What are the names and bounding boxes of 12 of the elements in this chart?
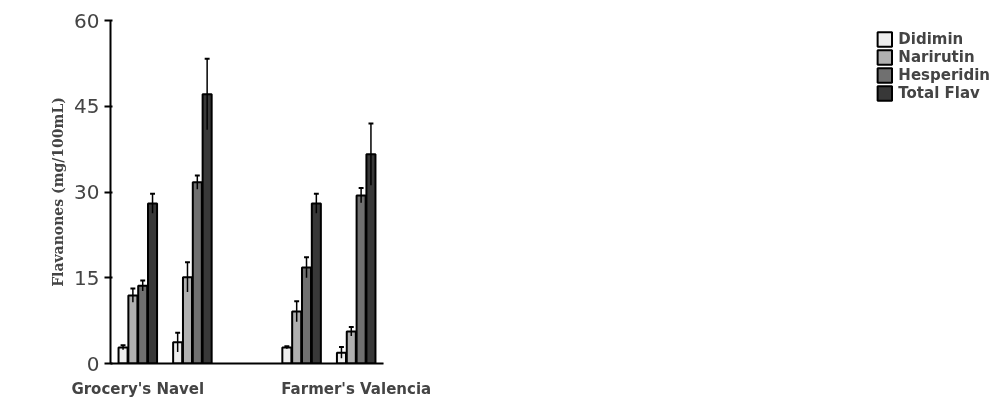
y-tick-label: 45 [74,94,100,119]
legend-label: Total Flav [898,84,980,102]
y-tick-label: 15 [74,265,100,290]
legend-label: Didimin [898,30,964,48]
x-tick-label: Farmer's Valencia [281,379,432,398]
x-tick-label: Grocery's Navel [71,379,205,398]
legend-label: Narirutin [898,48,975,66]
y-axis-title: Flavanones (mg/100mL) [50,97,67,287]
legend-label: Hesperidin [898,66,990,84]
y-tick-label: 0 [86,351,100,376]
y-tick-label: 60 [74,8,100,33]
y-tick-label: 30 [74,180,100,204]
